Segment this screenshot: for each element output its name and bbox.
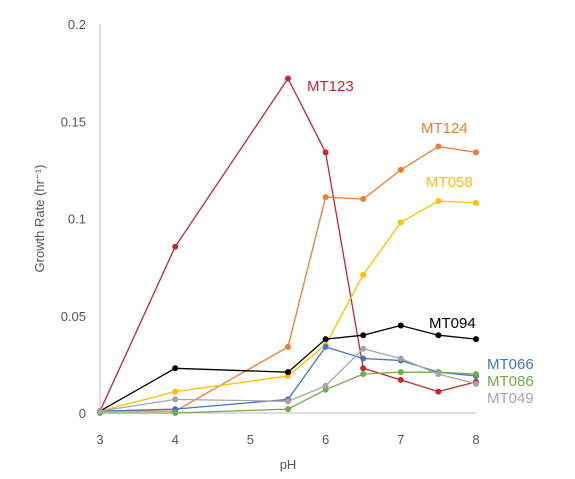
- data-point-mt094: [360, 332, 367, 339]
- data-point-mt049: [360, 345, 367, 352]
- data-point-mt086: [473, 371, 479, 378]
- y-tick-label: 0: [79, 406, 86, 421]
- data-point-mt049: [473, 380, 479, 387]
- series-line-mt066: [99, 346, 477, 412]
- data-point-mt094: [397, 322, 404, 329]
- data-point-mt124: [285, 343, 291, 350]
- series-label-mt066: MT066: [487, 356, 534, 373]
- data-point-mt049: [97, 408, 103, 415]
- series-line-mt094: [99, 324, 477, 412]
- y-tick-label: 0.1: [68, 212, 86, 227]
- data-point-mt086: [397, 369, 404, 376]
- x-tick-label: 4: [172, 432, 179, 447]
- data-point-mt094: [322, 336, 329, 343]
- data-point-mt124: [322, 194, 329, 201]
- data-point-mt049: [435, 371, 442, 378]
- x-tick-label: 6: [322, 432, 329, 447]
- x-tick-labels: 3 4 5 6 7 8: [96, 432, 479, 447]
- y-tick-label: 0.05: [61, 309, 86, 324]
- data-point-mt058: [473, 199, 479, 206]
- data-point-mt123: [172, 243, 179, 250]
- data-point-mt049: [172, 396, 179, 403]
- data-point-mt123: [322, 149, 329, 156]
- series-label-mt124: MT124: [421, 120, 468, 137]
- data-point-mt086: [285, 406, 291, 413]
- series-line-mt123: [99, 77, 477, 412]
- series-label-mt086: MT086: [487, 373, 534, 390]
- x-tick-label: 7: [397, 432, 404, 447]
- data-point-mt124: [435, 143, 442, 150]
- data-point-mt094: [473, 336, 479, 343]
- series-label-mt049: MT049: [487, 390, 534, 407]
- data-point-mt049: [285, 398, 291, 405]
- data-point-mt066: [322, 343, 329, 350]
- series-line-mt058: [99, 200, 477, 412]
- data-point-mt049: [322, 382, 329, 389]
- x-tick-label: 8: [472, 432, 479, 447]
- series-label-mt094: MT094: [429, 315, 476, 332]
- series-label-mt058: MT058: [426, 174, 473, 191]
- data-point-mt058: [172, 388, 179, 395]
- x-axis-title: pH: [280, 457, 297, 472]
- data-point-mt124: [397, 166, 404, 173]
- series-points: [97, 75, 479, 416]
- series-lines: [99, 77, 477, 414]
- data-point-mt086: [172, 410, 179, 416]
- axes: [99, 24, 476, 414]
- data-point-mt124: [473, 149, 479, 156]
- data-point-mt094: [172, 365, 179, 372]
- data-point-mt058: [360, 271, 367, 278]
- series-line-mt049: [99, 348, 477, 412]
- data-point-mt066: [360, 355, 367, 362]
- data-point-mt049: [397, 355, 404, 362]
- data-point-mt094: [285, 369, 291, 376]
- data-point-mt058: [435, 197, 442, 204]
- y-tick-label: 0.2: [68, 17, 86, 32]
- y-tick-label: 0.15: [61, 114, 86, 129]
- data-point-mt124: [360, 196, 367, 203]
- series-line-mt124: [100, 145, 477, 412]
- data-point-mt086: [360, 371, 367, 378]
- series-label-mt123: MT123: [307, 78, 354, 95]
- data-point-mt058: [397, 219, 404, 226]
- data-point-mt094: [435, 332, 442, 339]
- data-point-mt123: [397, 376, 404, 383]
- data-point-mt123: [360, 365, 367, 372]
- x-tick-label: 3: [96, 432, 103, 447]
- y-tick-labels: 0 0.05 0.1 0.15 0.2: [61, 17, 86, 421]
- data-point-mt123: [285, 75, 291, 82]
- y-axis-title: Growth Rate (hr⁻¹): [32, 165, 47, 273]
- x-tick-label: 5: [247, 432, 254, 447]
- data-point-mt123: [435, 388, 442, 395]
